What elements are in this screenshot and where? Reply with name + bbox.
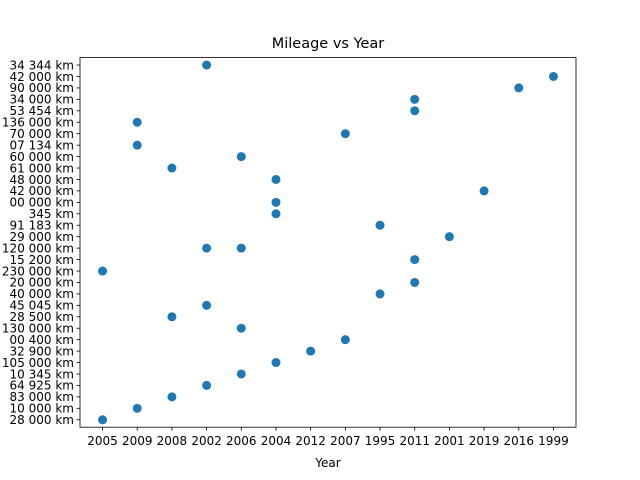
y-tick-label: 20 000 km [10, 276, 74, 290]
data-point [548, 71, 558, 81]
data-point [410, 255, 420, 265]
x-tick-label: 2009 [122, 434, 153, 448]
data-point [167, 163, 177, 173]
data-point [236, 243, 246, 253]
y-tick-label: 10 345 km [10, 367, 74, 381]
y-tick-label: 07 134 km [10, 138, 74, 152]
x-tick-label: 2006 [226, 434, 257, 448]
data-point [410, 94, 420, 104]
x-tick-label: 2016 [503, 434, 534, 448]
x-tick-label: 1995 [365, 434, 396, 448]
y-tick-label: 105 000 km [2, 356, 74, 370]
chart-title: Mileage vs Year [272, 36, 385, 52]
x-tick-label: 2011 [399, 434, 430, 448]
x-tick-label: 2001 [434, 434, 465, 448]
data-point [202, 243, 212, 253]
y-tick-label: 90 000 km [10, 81, 74, 95]
x-tick-label: 2012 [295, 434, 326, 448]
x-tick-label: 2002 [191, 434, 222, 448]
y-tick-label: 00 000 km [10, 196, 74, 210]
y-tick-label: 40 000 km [10, 287, 74, 301]
data-point [98, 266, 108, 276]
y-tick-label: 00 400 km [10, 333, 74, 347]
data-point [132, 403, 142, 413]
x-tick-label: 2019 [469, 434, 500, 448]
data-point [132, 140, 142, 150]
data-point [340, 129, 350, 139]
data-point [410, 106, 420, 116]
y-tick-label: 15 200 km [10, 253, 74, 267]
y-tick-label: 53 454 km [10, 104, 74, 118]
data-point [444, 232, 454, 242]
data-point [410, 277, 420, 287]
data-point [271, 174, 281, 184]
data-points [98, 60, 558, 425]
data-point [167, 312, 177, 322]
x-axis: 2005 2009 2008 2002 2006 2004 2012 2007 1995 2011… [87, 427, 569, 448]
x-tick-label: 2004 [261, 434, 292, 448]
x-tick-label: 1999 [538, 434, 569, 448]
data-point [236, 369, 246, 379]
x-tick-label: 2005 [87, 434, 118, 448]
data-point [271, 358, 281, 368]
y-tick-label: 61 000 km [10, 161, 74, 175]
y-tick-label: 34 000 km [10, 93, 74, 107]
data-point [479, 186, 489, 196]
y-tick-label: 345 km [29, 207, 74, 221]
y-tick-label: 48 000 km [10, 173, 74, 187]
data-point [271, 209, 281, 219]
data-point [340, 335, 350, 345]
plot-area [79, 57, 577, 428]
y-tick-label: 34 344 km [10, 58, 74, 72]
data-point [167, 392, 177, 402]
data-point [375, 289, 385, 299]
y-tick-label: 10 000 km [10, 402, 74, 416]
y-tick-label: 42 000 km [10, 184, 74, 198]
y-tick-label: 64 925 km [10, 379, 74, 393]
data-point [236, 323, 246, 333]
y-tick-label: 42 000 km [10, 70, 74, 84]
y-tick-label: 136 000 km [2, 116, 74, 130]
y-tick-label: 83 000 km [10, 390, 74, 404]
y-tick-label: 91 183 km [10, 219, 74, 233]
y-tick-label: 70 000 km [10, 127, 74, 141]
x-tick-label: 2007 [330, 434, 361, 448]
x-axis-label: Year [314, 456, 340, 470]
axes-frame [79, 57, 577, 428]
data-point [306, 346, 316, 356]
y-tick-label: 45 045 km [10, 299, 74, 313]
data-point [202, 300, 212, 310]
data-point [271, 197, 281, 207]
data-point [202, 60, 212, 70]
y-tick-label: 130 000 km [2, 322, 74, 336]
data-point [236, 152, 246, 162]
data-point [375, 220, 385, 230]
y-tick-label: 120 000 km [2, 241, 74, 255]
data-point [202, 380, 212, 390]
y-tick-label: 28 000 km [10, 413, 74, 427]
y-tick-label: 28 500 km [10, 310, 74, 324]
data-point [132, 117, 142, 127]
y-tick-label: 60 000 km [10, 150, 74, 164]
y-tick-label: 230 000 km [2, 264, 74, 278]
y-tick-label: 32 900 km [10, 344, 74, 358]
y-tick-label: 29 000 km [10, 230, 74, 244]
data-point [98, 415, 108, 425]
x-tick-label: 2008 [157, 434, 188, 448]
data-point [514, 83, 524, 93]
